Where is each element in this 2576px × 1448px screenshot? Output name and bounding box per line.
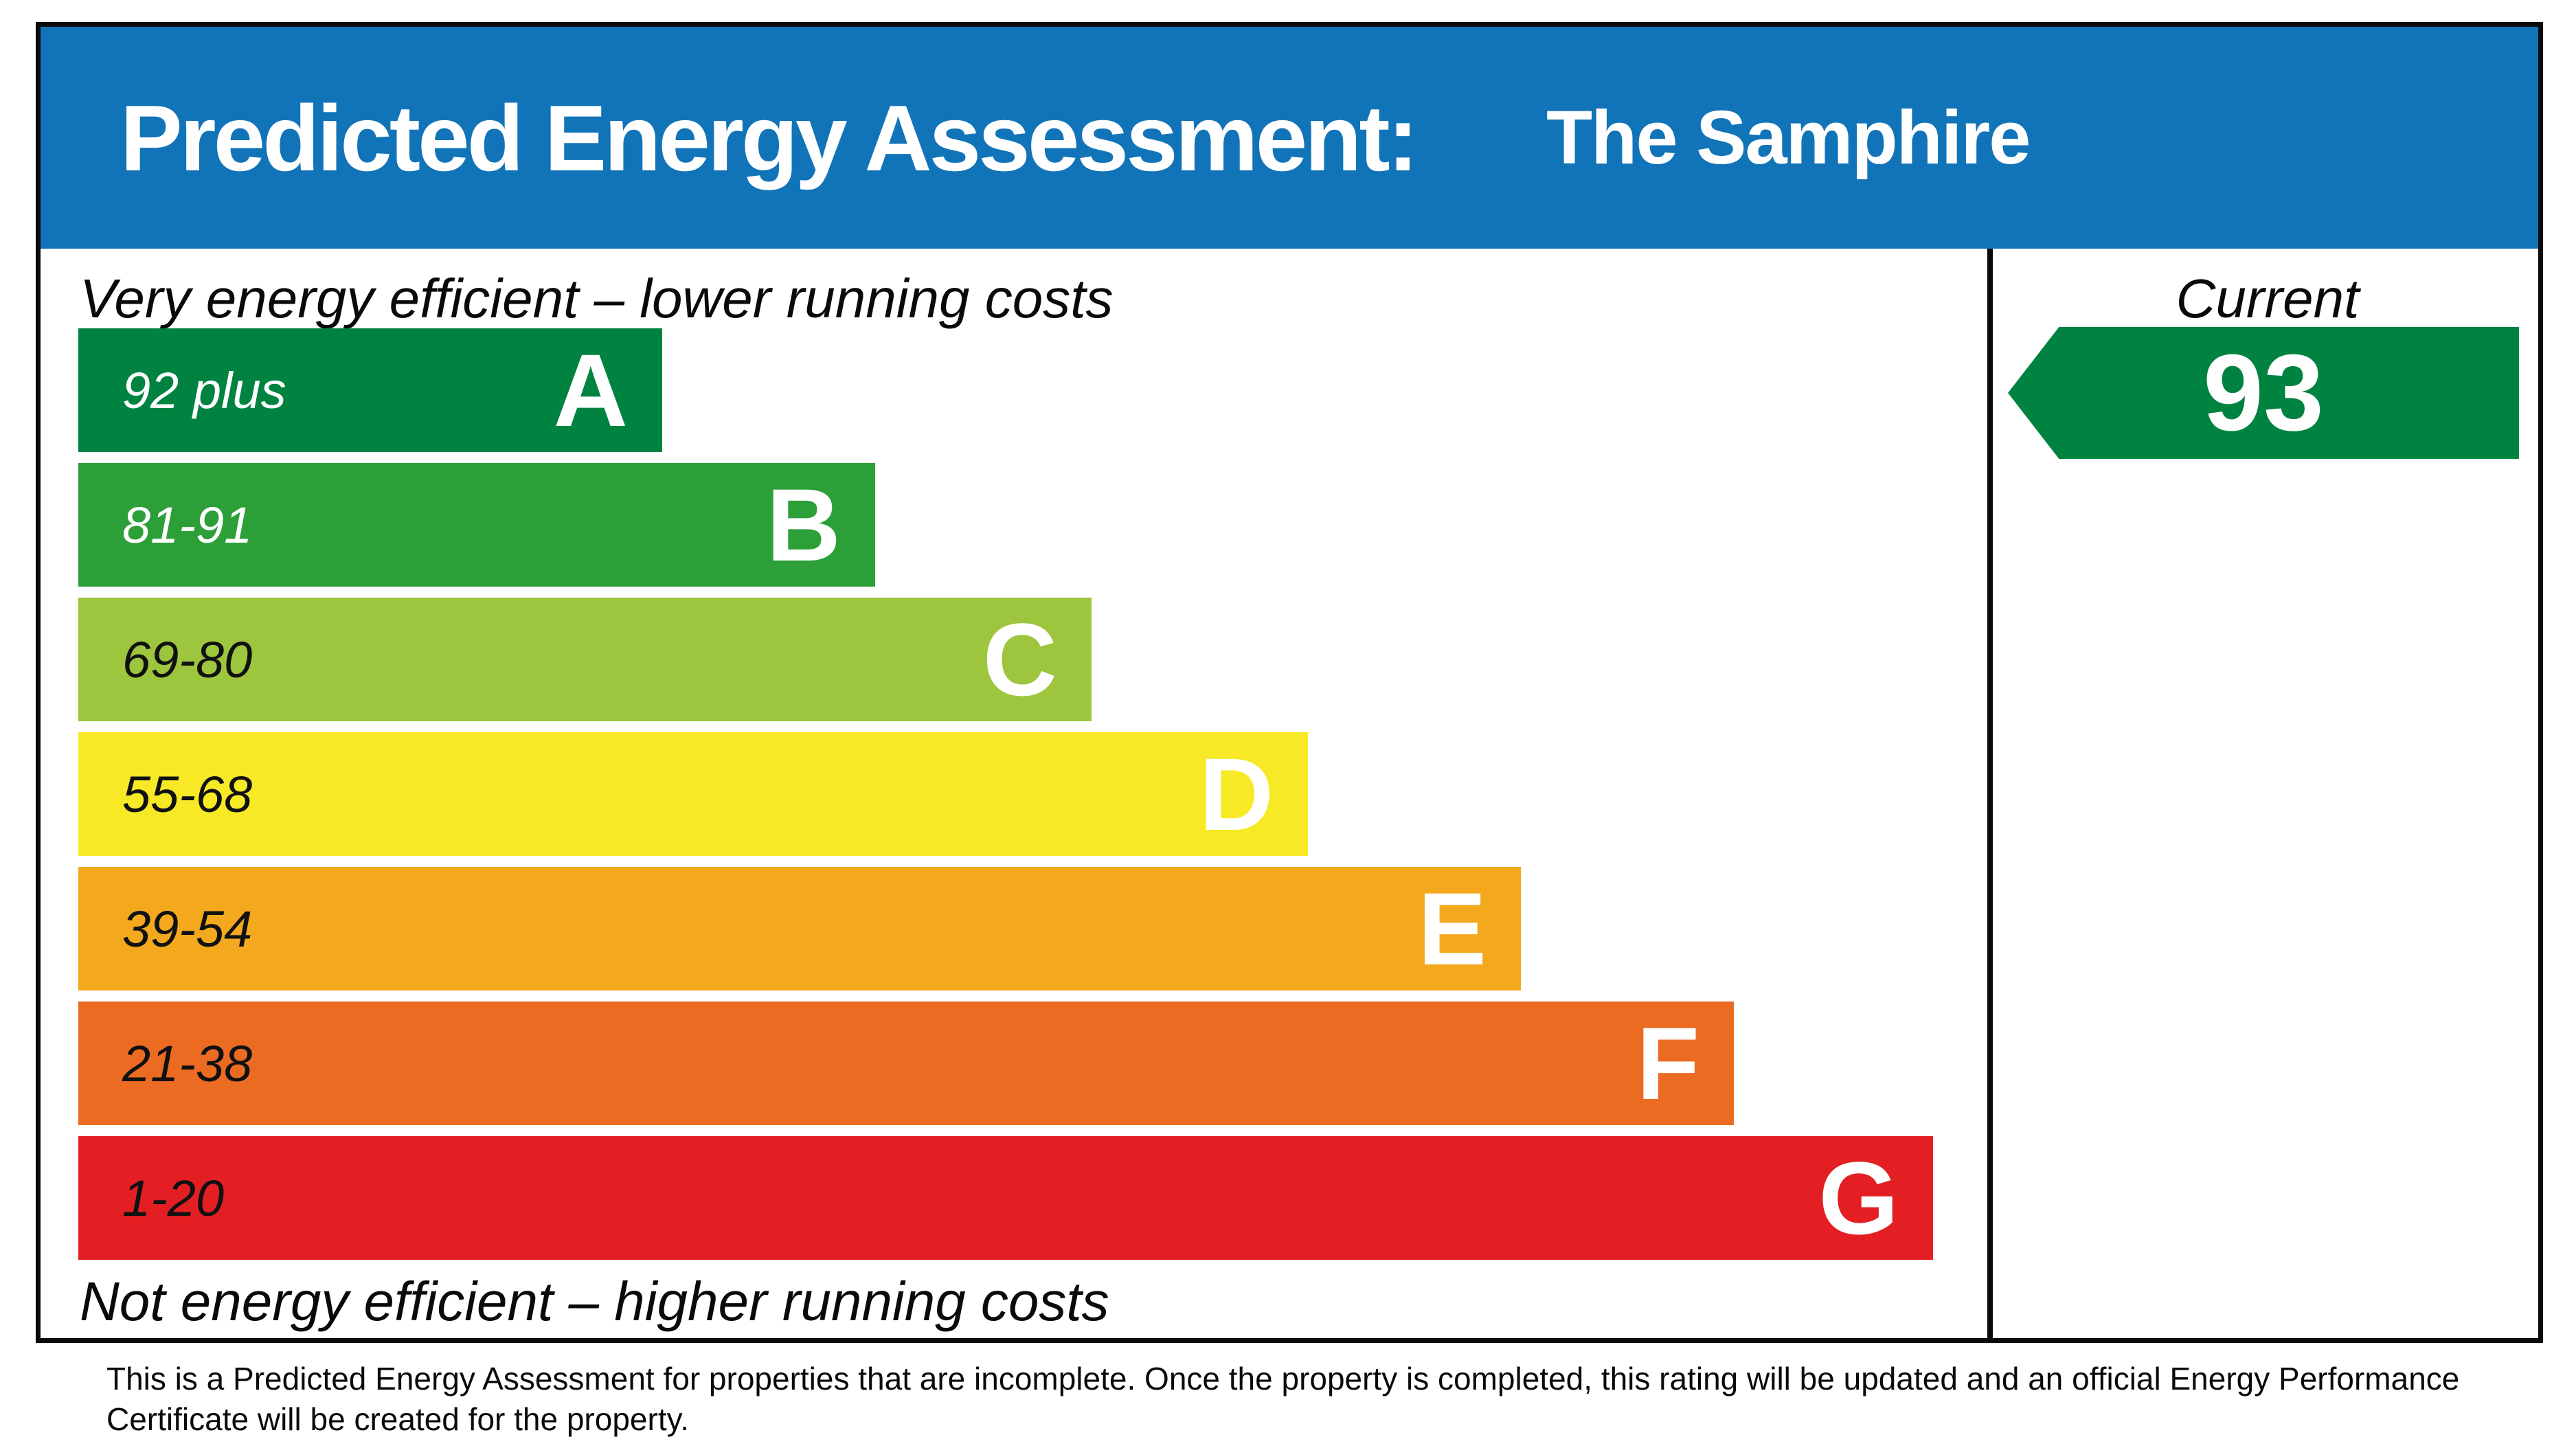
band-d-range-label: 55-68	[122, 765, 253, 823]
footnote: This is a Predicted Energy Assessment fo…	[106, 1359, 2459, 1440]
band-b: 81-91 B	[78, 463, 875, 587]
footnote-line-1: This is a Predicted Energy Assessment fo…	[106, 1361, 2460, 1396]
band-f-range-label: 21-38	[122, 1034, 253, 1092]
current-column-label: Current	[2176, 268, 2360, 329]
band-b-range-label: 81-91	[122, 496, 253, 554]
bottom-efficiency-label: Not energy efficient – higher running co…	[80, 1271, 1109, 1332]
rating-scale: 92 plus A 81-91 B 69-80 C 55-68 D 39-54 …	[78, 328, 1933, 1271]
certificate-box: Predicted Energy Assessment: The Samphir…	[36, 22, 2543, 1343]
band-c: 69-80 C	[78, 598, 1092, 721]
band-f-letter: F	[1636, 1006, 1699, 1121]
band-e-range-label: 39-54	[122, 900, 253, 958]
band-a-range-label: 92 plus	[122, 361, 286, 419]
band-f: 21-38 F	[78, 1002, 1734, 1125]
footnote-line-2: Certificate will be created for the prop…	[106, 1401, 689, 1437]
band-c-letter: C	[982, 602, 1057, 717]
band-g-range-label: 1-20	[122, 1169, 225, 1227]
page-title: Predicted Energy Assessment:	[120, 85, 1419, 190]
band-e: 39-54 E	[78, 867, 1521, 991]
band-g: 1-20 G	[78, 1136, 1933, 1260]
property-name: The Samphire	[1546, 95, 2031, 180]
header: Predicted Energy Assessment: The Samphir…	[41, 27, 2538, 249]
band-d: 55-68 D	[78, 732, 1308, 856]
band-g-letter: G	[1818, 1140, 1899, 1256]
band-d-letter: D	[1199, 736, 1274, 852]
band-e-letter: E	[1417, 871, 1487, 986]
current-rating-arrow: 93	[2008, 327, 2519, 459]
current-column-divider	[1987, 249, 1993, 1338]
top-efficiency-label: Very energy efficient – lower running co…	[80, 268, 1114, 329]
band-b-letter: B	[766, 467, 841, 582]
band-a: 92 plus A	[78, 328, 662, 452]
current-rating-value: 93	[2203, 332, 2324, 453]
band-a-letter: A	[553, 332, 628, 448]
band-c-range-label: 69-80	[122, 631, 253, 688]
